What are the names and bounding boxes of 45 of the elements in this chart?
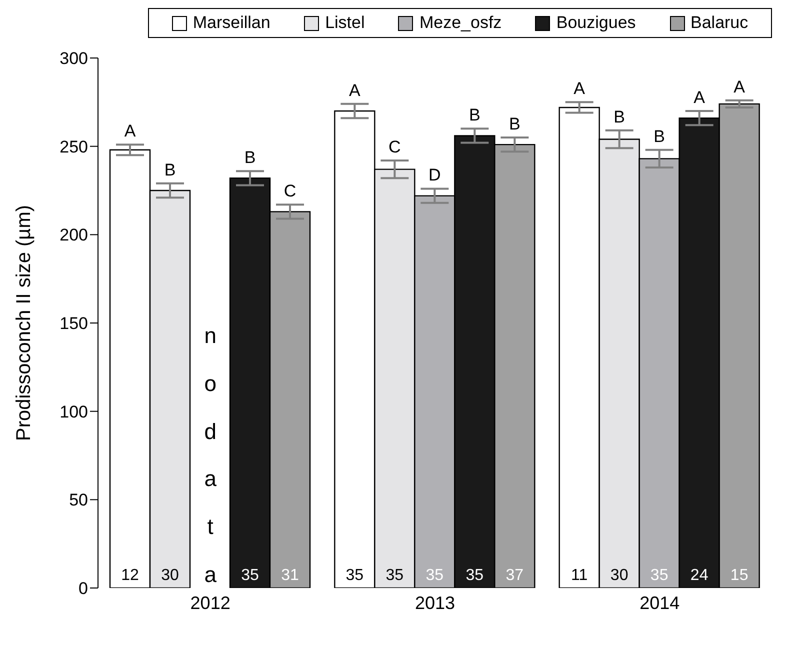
data-label: D — [428, 166, 441, 185]
y-axis-title: Prodissoconch II size (µm) — [13, 204, 36, 442]
data-label: B — [164, 160, 176, 180]
annotation: 35 — [426, 567, 444, 584]
y-tick-label: 200 — [60, 226, 88, 245]
annotation: 35 — [241, 567, 259, 584]
data-label: C — [284, 182, 296, 201]
annotation: 30 — [610, 567, 628, 584]
legend-label: Meze_osfz — [418, 13, 502, 33]
y-tick-label: 150 — [60, 314, 88, 334]
data-label: A — [694, 88, 706, 107]
annotation: no data — [204, 323, 216, 588]
legend-label: Balaruc — [690, 13, 748, 33]
y-tick-label: 50 — [69, 490, 88, 510]
annotation: 15 — [730, 567, 748, 584]
annotation: 35 — [650, 567, 668, 584]
data-label: B — [244, 148, 256, 168]
data-label: A — [348, 80, 361, 100]
data-label: A — [124, 122, 136, 141]
annotation: 35 — [346, 567, 364, 584]
annotation: 30 — [161, 567, 179, 584]
annotation: 37 — [506, 567, 524, 584]
annotation: 12 — [121, 567, 139, 584]
data-label: B — [614, 107, 626, 126]
data-label: A — [734, 77, 746, 96]
annotation: 11 — [571, 567, 588, 584]
data-label: A — [574, 79, 586, 98]
legend-label: Bouzigues — [555, 13, 636, 33]
y-tick-label: 100 — [60, 402, 88, 422]
data-label: B — [508, 114, 520, 134]
annotation: 31 — [281, 567, 299, 584]
legend-label: Marseillan — [192, 13, 270, 33]
y-tick-label: 0 — [78, 579, 88, 598]
data-label: C — [388, 137, 401, 156]
x-tick-label: 2013 — [414, 592, 456, 613]
annotation: 35 — [466, 567, 484, 584]
y-tick-label: 300 — [60, 49, 88, 68]
y-tick-label: 250 — [60, 137, 88, 156]
data-label: B — [468, 106, 480, 125]
annotation: 24 — [690, 567, 708, 584]
legend-label: Listel — [324, 13, 365, 33]
x-tick-label: 2014 — [640, 592, 680, 613]
data-label: B — [654, 126, 666, 146]
x-tick-label: 2012 — [190, 592, 230, 613]
annotation: 35 — [386, 567, 404, 584]
